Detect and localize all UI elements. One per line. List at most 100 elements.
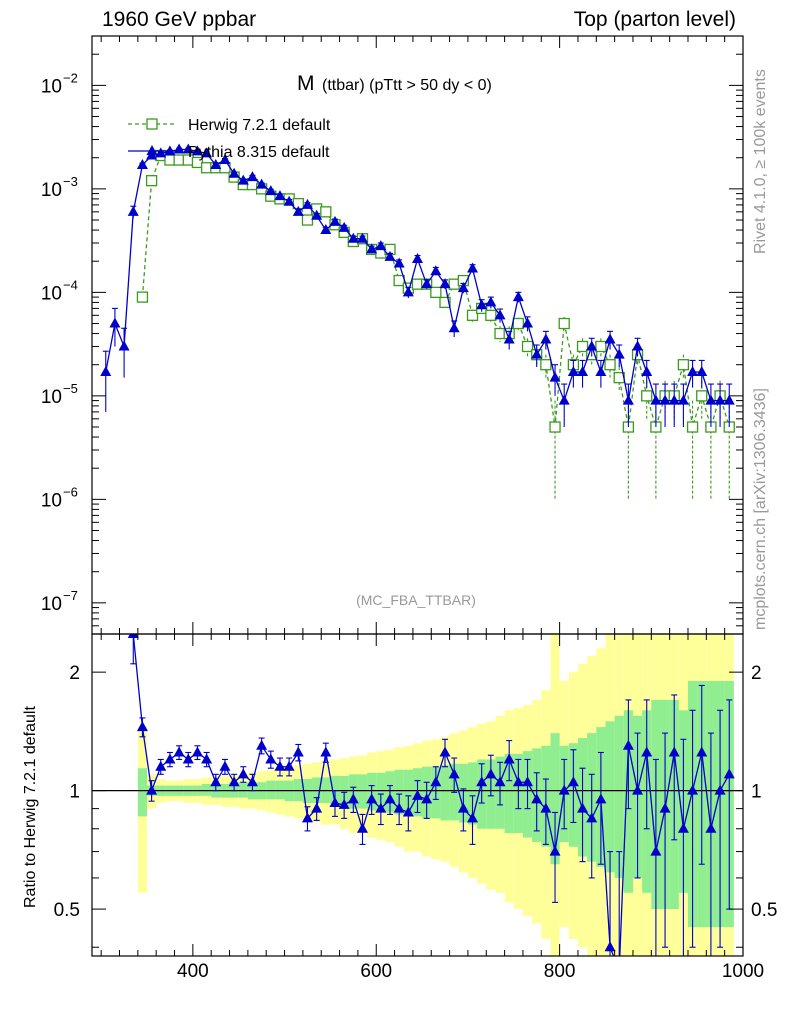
ratio-pythia-point <box>237 768 249 779</box>
herwig-point <box>677 359 690 371</box>
ratio-pythia-point <box>146 784 158 795</box>
ratio-pythia-point <box>347 793 359 804</box>
pythia-point <box>696 366 708 377</box>
ratio-y-tick-label-right: 2 <box>751 663 762 684</box>
herwig-point <box>696 390 708 402</box>
pythia-point <box>595 366 607 377</box>
pythia-point <box>650 394 662 405</box>
ratio-pythia-point <box>586 812 598 823</box>
herwig-point <box>136 291 149 303</box>
y-tick-label: 10 <box>41 490 62 511</box>
ratio-pythia-point <box>641 746 653 757</box>
herwig-point <box>641 390 653 402</box>
y-tick-exponent: −6 <box>63 484 78 499</box>
ratio-pythia-point <box>430 776 442 787</box>
ratio-band-inner <box>339 775 349 807</box>
header-level: Top (parton level) <box>573 8 736 31</box>
pythia-line <box>105 148 730 403</box>
ratio-pythia-point <box>604 941 616 952</box>
pythia-point <box>311 209 323 220</box>
ratio-pythia-point <box>191 746 203 757</box>
ratio-pythia-point <box>292 746 304 757</box>
ratio-pythia-point <box>457 802 469 813</box>
ratio-pythia-point <box>705 822 717 833</box>
pythia-point <box>549 371 561 382</box>
ratio-pythia-point <box>439 746 451 757</box>
ratio-pythia-point <box>356 822 368 833</box>
ratio-pythia-point <box>301 812 313 823</box>
ratio-pythia-point <box>384 793 396 804</box>
pythia-point <box>265 185 277 196</box>
ratio-y-tick-label: 1 <box>69 782 80 803</box>
main-title-sub: (ttbar) (pTtt > 50 dy < 0) <box>322 77 492 94</box>
pythia-point <box>246 171 258 182</box>
y-tick-exponent: −4 <box>63 277 78 292</box>
ratio-band-inner <box>137 768 148 817</box>
ratio-pythia-point <box>567 776 579 787</box>
pythia-point <box>476 299 488 310</box>
ratio-pythia-point <box>338 798 350 809</box>
y-tick-exponent: −7 <box>63 588 78 603</box>
ratio-band-inner <box>504 753 514 834</box>
ratio-band-inner <box>394 769 404 815</box>
ratio-y-tick-label-right: 0.5 <box>751 900 777 921</box>
pythia-point <box>494 309 506 320</box>
ratio-pythia-point <box>558 784 570 795</box>
pythia-point <box>109 317 121 328</box>
y-tick-label: 10 <box>41 594 62 615</box>
pythia-point <box>375 240 387 251</box>
pythia-point <box>457 282 469 293</box>
herwig-point <box>393 274 405 287</box>
ratio-pythia-point <box>265 753 277 764</box>
ratio-pythia-point <box>549 845 561 856</box>
ratio-pythia-point <box>136 721 148 732</box>
pythia-point <box>356 232 368 243</box>
ratio-pythia-point <box>228 776 240 787</box>
ratio-ylabel: Ratio to Herwig 7.2.1 default <box>22 706 39 908</box>
y-tick-label: 10 <box>41 387 62 408</box>
ratio-pythia-point <box>127 634 139 638</box>
pythia-point <box>558 394 570 405</box>
ratio-pythia-point <box>476 776 488 787</box>
herwig-point <box>145 175 158 187</box>
pythia-point <box>677 394 689 405</box>
ratio-pythia-point <box>375 802 387 813</box>
herwig-point <box>540 359 552 371</box>
legend-herwig-label: Herwig 7.2.1 default <box>188 117 331 134</box>
pythia-point <box>641 366 653 377</box>
y-tick-exponent: −5 <box>63 381 78 396</box>
pythia-point <box>393 257 405 268</box>
ratio-y-tick-label-right: 1 <box>751 782 762 803</box>
pythia-point <box>210 159 222 170</box>
ratio-pythia-point <box>256 739 268 750</box>
pythia-point <box>402 286 414 297</box>
ratio-pythia-point <box>402 806 414 817</box>
pythia-point <box>182 143 194 154</box>
ratio-band-inner <box>357 774 368 809</box>
herwig-point <box>576 340 589 353</box>
pythia-point <box>118 340 130 351</box>
herwig-point <box>200 162 213 174</box>
ratio-band-inner <box>238 782 248 798</box>
pythia-point <box>522 317 534 328</box>
pythia-point <box>329 215 341 226</box>
ratio-pythia-point <box>632 784 644 795</box>
pythia-point <box>412 253 423 264</box>
pythia-point <box>714 394 726 405</box>
pythia-point <box>659 394 671 405</box>
pythia-point <box>531 348 543 359</box>
y-tick-label: 10 <box>41 76 62 97</box>
pythia-point <box>384 250 396 261</box>
ratio-pythia-point <box>540 802 552 813</box>
main-title: M <box>297 72 315 95</box>
x-tick-label: 1000 <box>722 961 764 982</box>
pythia-point <box>100 366 112 377</box>
pythia-point <box>301 198 313 209</box>
header-energy: 1960 GeV ppbar <box>102 8 257 31</box>
analysis-watermark: (MC_FBA_TTBAR) <box>356 592 476 608</box>
herwig-point <box>246 178 259 191</box>
ratio-pythia-point <box>503 753 515 764</box>
pythia-point <box>687 366 699 377</box>
pythia-point <box>448 322 460 333</box>
